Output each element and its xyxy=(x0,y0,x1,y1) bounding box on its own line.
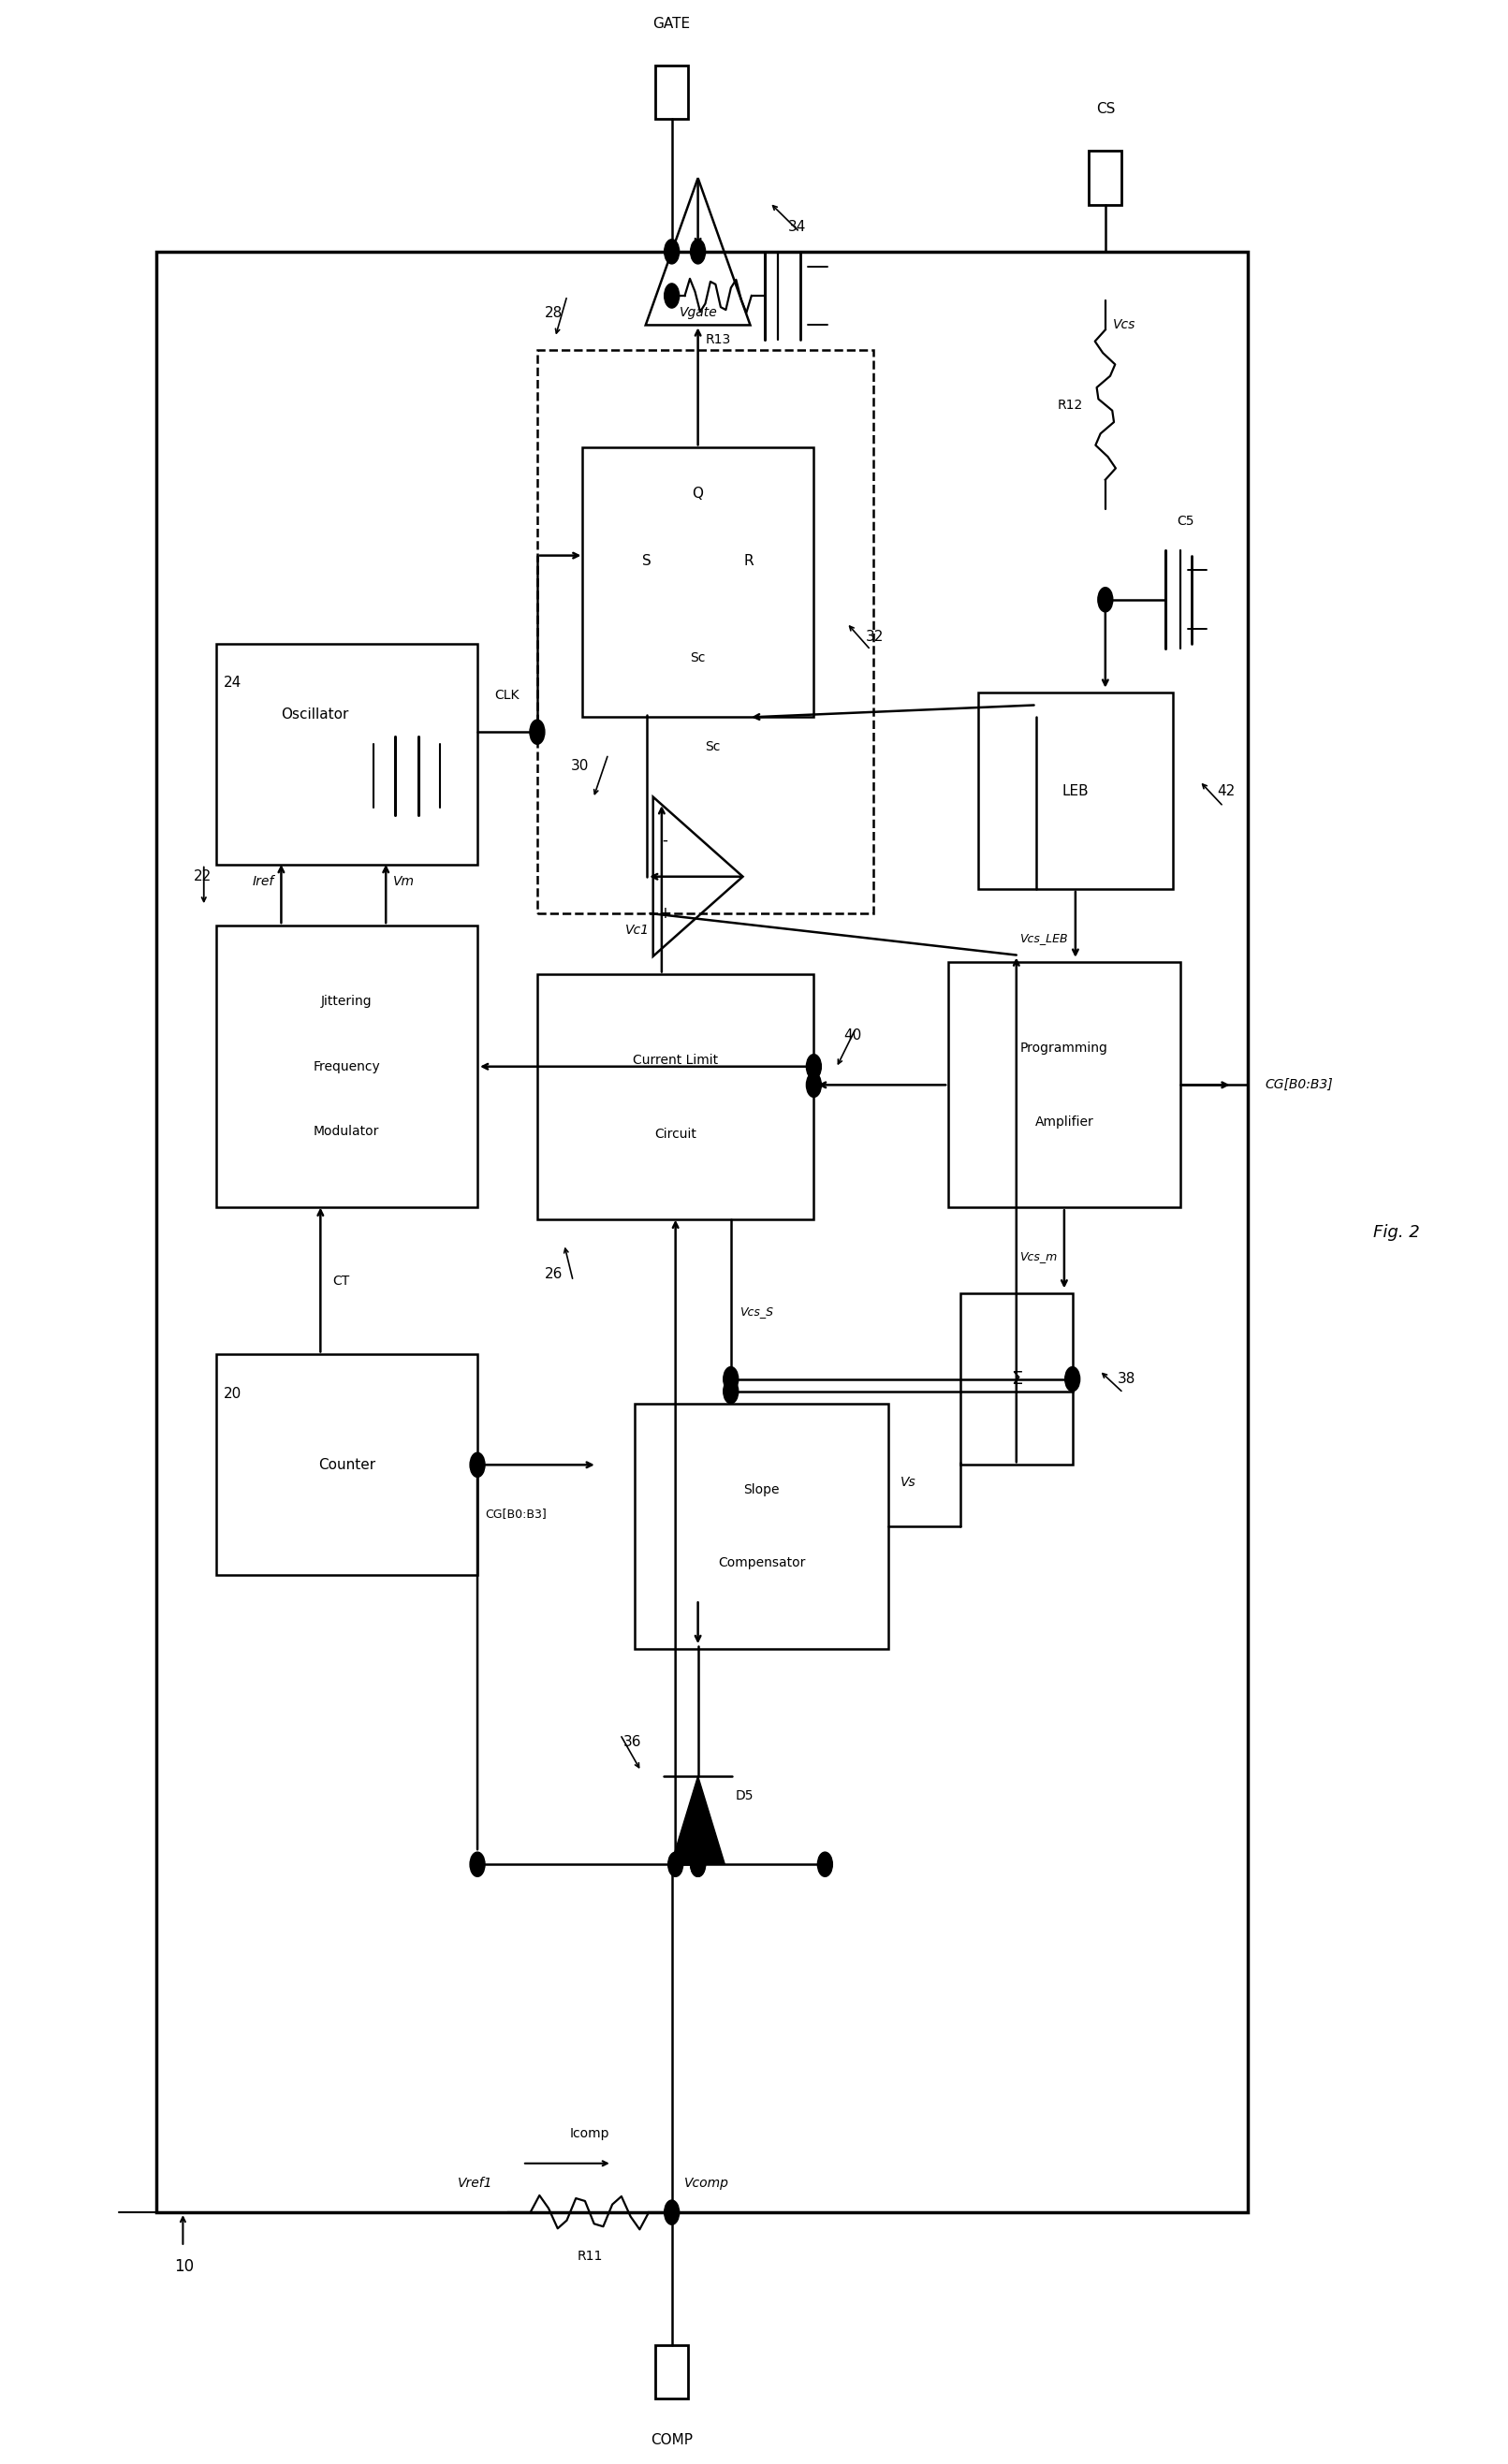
Text: C5: C5 xyxy=(1178,515,1194,527)
Text: 22: 22 xyxy=(193,870,211,885)
Bar xyxy=(979,692,1173,890)
Text: CG[B0:B3]: CG[B0:B3] xyxy=(1265,1079,1333,1092)
Text: Σ: Σ xyxy=(1010,1370,1022,1387)
Bar xyxy=(537,976,814,1220)
Text: Fig. 2: Fig. 2 xyxy=(1374,1225,1421,1239)
Bar xyxy=(216,1355,478,1574)
Text: Frequency: Frequency xyxy=(314,1060,380,1074)
Text: LEB: LEB xyxy=(1062,784,1089,798)
Circle shape xyxy=(668,1853,683,1878)
Bar xyxy=(1089,150,1122,205)
Text: Compensator: Compensator xyxy=(718,1557,805,1570)
Text: 36: 36 xyxy=(623,1735,641,1749)
Text: Sc: Sc xyxy=(691,650,706,665)
Bar xyxy=(961,1294,1072,1464)
Circle shape xyxy=(691,1853,706,1878)
Circle shape xyxy=(470,1853,486,1878)
Text: +: + xyxy=(659,904,671,922)
Text: 24: 24 xyxy=(223,675,241,690)
Text: 30: 30 xyxy=(572,759,590,774)
Text: R11: R11 xyxy=(576,2250,602,2262)
Text: Vgate: Vgate xyxy=(679,306,718,320)
Bar xyxy=(656,67,688,118)
Circle shape xyxy=(470,1454,486,1476)
Text: R: R xyxy=(743,554,754,567)
Text: Iref: Iref xyxy=(252,875,274,887)
Text: CLK: CLK xyxy=(495,687,520,702)
Text: Slope: Slope xyxy=(743,1483,780,1496)
Text: 42: 42 xyxy=(1217,784,1235,798)
Bar xyxy=(537,350,873,914)
Text: Modulator: Modulator xyxy=(314,1126,380,1138)
Polygon shape xyxy=(671,1777,725,1865)
Circle shape xyxy=(807,1055,822,1079)
Text: CG[B0:B3]: CG[B0:B3] xyxy=(486,1508,546,1520)
Text: Vcs_LEB: Vcs_LEB xyxy=(1019,931,1068,944)
Circle shape xyxy=(807,1072,822,1096)
Text: 10: 10 xyxy=(173,2257,193,2274)
Text: 26: 26 xyxy=(544,1266,562,1281)
Text: Icomp: Icomp xyxy=(570,2126,609,2141)
Text: Vs: Vs xyxy=(900,1476,917,1488)
Text: R12: R12 xyxy=(1057,399,1083,411)
Text: CT: CT xyxy=(332,1274,350,1289)
Text: Vref1: Vref1 xyxy=(457,2176,493,2190)
Text: Circuit: Circuit xyxy=(654,1129,697,1141)
Text: 34: 34 xyxy=(787,219,805,234)
Circle shape xyxy=(817,1853,832,1878)
Text: Vcomp: Vcomp xyxy=(683,2176,728,2190)
Circle shape xyxy=(665,2200,679,2225)
Text: 32: 32 xyxy=(866,628,884,643)
Circle shape xyxy=(1098,586,1113,611)
Text: Sc: Sc xyxy=(706,739,721,754)
Text: Vcs_m: Vcs_m xyxy=(1019,1249,1057,1262)
Text: Current Limit: Current Limit xyxy=(633,1055,718,1067)
Circle shape xyxy=(665,283,679,308)
Bar xyxy=(155,251,1247,2213)
Text: Programming: Programming xyxy=(1021,1042,1108,1055)
Text: Q: Q xyxy=(692,485,704,500)
Text: -: - xyxy=(662,830,668,848)
Text: Jittering: Jittering xyxy=(321,995,372,1008)
Bar xyxy=(656,2346,688,2397)
Bar xyxy=(949,963,1181,1207)
Text: Vc1: Vc1 xyxy=(626,924,650,936)
Circle shape xyxy=(529,719,544,744)
Bar xyxy=(216,643,478,865)
Circle shape xyxy=(691,1853,706,1878)
Text: CS: CS xyxy=(1096,103,1114,116)
Text: S: S xyxy=(642,554,651,567)
Text: D5: D5 xyxy=(736,1789,754,1801)
Text: COMP: COMP xyxy=(651,2434,692,2447)
Text: 38: 38 xyxy=(1117,1372,1136,1387)
Circle shape xyxy=(665,239,679,264)
Text: 40: 40 xyxy=(843,1030,861,1042)
Text: Oscillator: Oscillator xyxy=(282,707,348,722)
Text: Vcs: Vcs xyxy=(1113,318,1136,333)
Text: Vm: Vm xyxy=(394,875,415,887)
Bar xyxy=(582,448,814,717)
Text: Amplifier: Amplifier xyxy=(1034,1116,1093,1129)
Text: Vcs_S: Vcs_S xyxy=(740,1306,774,1318)
Circle shape xyxy=(1065,1368,1080,1392)
Circle shape xyxy=(724,1380,739,1404)
Text: 20: 20 xyxy=(223,1387,241,1400)
Text: 28: 28 xyxy=(544,306,562,320)
Text: Counter: Counter xyxy=(318,1459,375,1471)
Circle shape xyxy=(691,239,706,264)
Bar xyxy=(635,1404,888,1648)
Text: R13: R13 xyxy=(706,333,731,347)
Text: GATE: GATE xyxy=(653,17,691,30)
Bar xyxy=(216,926,478,1207)
Circle shape xyxy=(724,1368,739,1392)
